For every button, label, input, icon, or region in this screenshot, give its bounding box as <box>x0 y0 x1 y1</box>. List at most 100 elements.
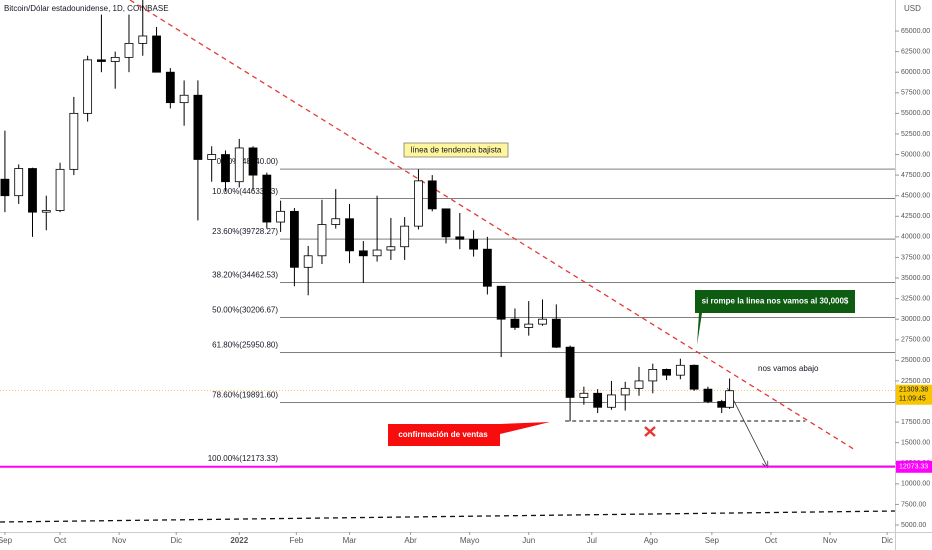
trendline <box>129 0 854 450</box>
candle-body <box>289 210 299 268</box>
candle-body <box>648 369 658 382</box>
candle-body <box>607 394 616 408</box>
candle-body <box>524 323 534 328</box>
confirm-note: confirmación de ventas <box>398 430 488 439</box>
y-tick-label: 55000.00 <box>901 110 930 117</box>
x-tick-label: Nov <box>823 536 837 545</box>
candle-body <box>662 369 671 376</box>
y-tick-label: 62500.00 <box>901 48 930 55</box>
break-callout <box>695 290 855 345</box>
candle-body <box>193 94 203 160</box>
y-tick-label: 47500.00 <box>901 172 930 179</box>
candle-body <box>717 401 727 408</box>
y-tick-label: 35000.00 <box>901 275 930 282</box>
x-tick-label: Sep <box>0 536 13 545</box>
y-tick-label: 45000.00 <box>901 193 930 200</box>
candle-body <box>55 168 65 211</box>
x-tick-label: Oct <box>54 536 67 545</box>
down-note: nos vamos abajo <box>758 364 819 373</box>
y-tick-label: 27500.00 <box>901 337 930 344</box>
fib-label: 50.00%(30206.67) <box>212 306 278 315</box>
candle-body <box>331 218 341 225</box>
y-tick-label: 32500.00 <box>901 295 930 302</box>
candle-body <box>234 147 244 183</box>
x-tick-label: Sep <box>705 536 720 545</box>
y-tick-label: 42500.00 <box>901 213 930 220</box>
x-tick-label: Ago <box>644 536 659 545</box>
fib-label: 10.00%(44633.33) <box>212 187 278 196</box>
candle-body <box>28 168 37 213</box>
candle-body <box>83 59 93 114</box>
support-tag <box>896 460 932 473</box>
candle-body <box>41 210 51 213</box>
x-tick-label: Nov <box>112 536 126 545</box>
candle-body <box>703 388 713 402</box>
x-tick-label: Dic <box>881 536 893 545</box>
candle-body <box>441 208 451 238</box>
x-tick-label: Dic <box>170 536 182 545</box>
arrow <box>727 387 767 467</box>
candle-body <box>551 318 561 348</box>
x-tick-label: Abr <box>404 536 417 545</box>
candle-body <box>496 285 506 320</box>
candle-body <box>593 392 603 408</box>
fib-label: 38.20%(34462.53) <box>212 271 278 280</box>
candle-body <box>165 71 175 104</box>
candle-body <box>565 346 575 398</box>
axis-unit: USD <box>904 4 921 13</box>
y-tick-label: 40000.00 <box>901 234 930 241</box>
candle-body <box>14 168 24 197</box>
candle-body <box>455 236 465 240</box>
candle-body <box>538 318 547 325</box>
candle-body <box>317 224 327 257</box>
x-tick-label: Mar <box>343 536 357 545</box>
candle-body <box>579 392 589 398</box>
fib-label: 100.00%(12173.33) <box>208 454 279 463</box>
y-tick-label: 52500.00 <box>901 131 930 138</box>
candle-body <box>386 246 396 251</box>
candle-body <box>248 147 258 176</box>
y-tick-label: 30000.00 <box>901 316 930 323</box>
x-tick-label: Oct <box>765 536 778 545</box>
trend-note-box <box>403 142 509 158</box>
candle-body <box>303 255 313 268</box>
last-price-tag <box>896 384 932 405</box>
y-tick-label: 57500.00 <box>901 90 930 97</box>
x-tick-label: Jun <box>522 536 535 545</box>
countdown-label: 11:09:45 <box>899 396 926 403</box>
candle-body <box>97 59 106 62</box>
x-tick-label: Feb <box>289 536 303 545</box>
candle-body <box>689 364 699 390</box>
candle-body <box>152 35 161 73</box>
trend-note: línea de tendencia bajista <box>411 146 502 155</box>
y-tick-label: 25000.00 <box>901 357 930 364</box>
candle-body <box>138 35 148 44</box>
x-tick-label: Jul <box>587 536 597 545</box>
candle-body <box>427 180 437 210</box>
fib-label: 23.60%(39728.27) <box>212 227 278 236</box>
y-tick-label: 5000.00 <box>901 522 926 529</box>
candle-body <box>69 112 79 170</box>
confirm-callout <box>388 422 550 446</box>
candle-body <box>675 364 685 376</box>
break-note: si rompe la linea nos vamos al 30,000$ <box>702 297 849 306</box>
x-tick-label: 2022 <box>230 536 248 545</box>
candle-body <box>0 178 10 197</box>
candle-body <box>207 154 217 160</box>
candle-body <box>358 250 368 257</box>
support-label: 12073.33 <box>899 464 928 471</box>
last-price-label: 21309.38 <box>899 387 928 394</box>
candle-body <box>510 318 520 328</box>
fib-label: 0.00%(48240.00) <box>217 157 279 166</box>
y-tick-label: 17500.00 <box>901 419 930 426</box>
candle-body <box>372 249 382 257</box>
candle-body <box>262 174 272 223</box>
y-tick-label: 15000.00 <box>901 440 930 447</box>
y-tick-label: 65000.00 <box>901 28 930 35</box>
fib-label: 78.60%(19891.60) <box>212 391 278 400</box>
y-tick-label: 37500.00 <box>901 254 930 261</box>
y-tick-label: 60000.00 <box>901 69 930 76</box>
y-tick-label: 50000.00 <box>901 151 930 158</box>
